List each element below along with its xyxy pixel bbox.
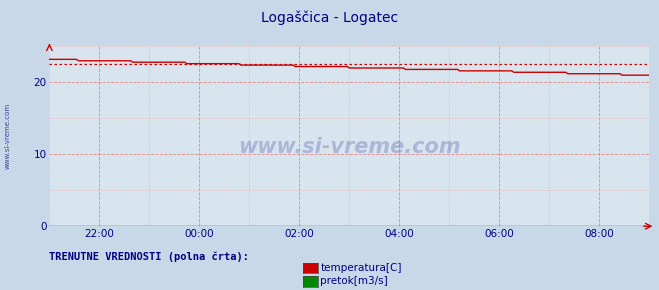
Text: temperatura[C]: temperatura[C] [320,263,402,273]
Text: www.si-vreme.com: www.si-vreme.com [238,137,461,157]
Text: Logaščica - Logatec: Logaščica - Logatec [261,10,398,25]
Text: pretok[m3/s]: pretok[m3/s] [320,276,388,286]
Text: TRENUTNE VREDNOSTI (polna črta):: TRENUTNE VREDNOSTI (polna črta): [49,251,249,262]
Text: www.si-vreme.com: www.si-vreme.com [5,103,11,169]
